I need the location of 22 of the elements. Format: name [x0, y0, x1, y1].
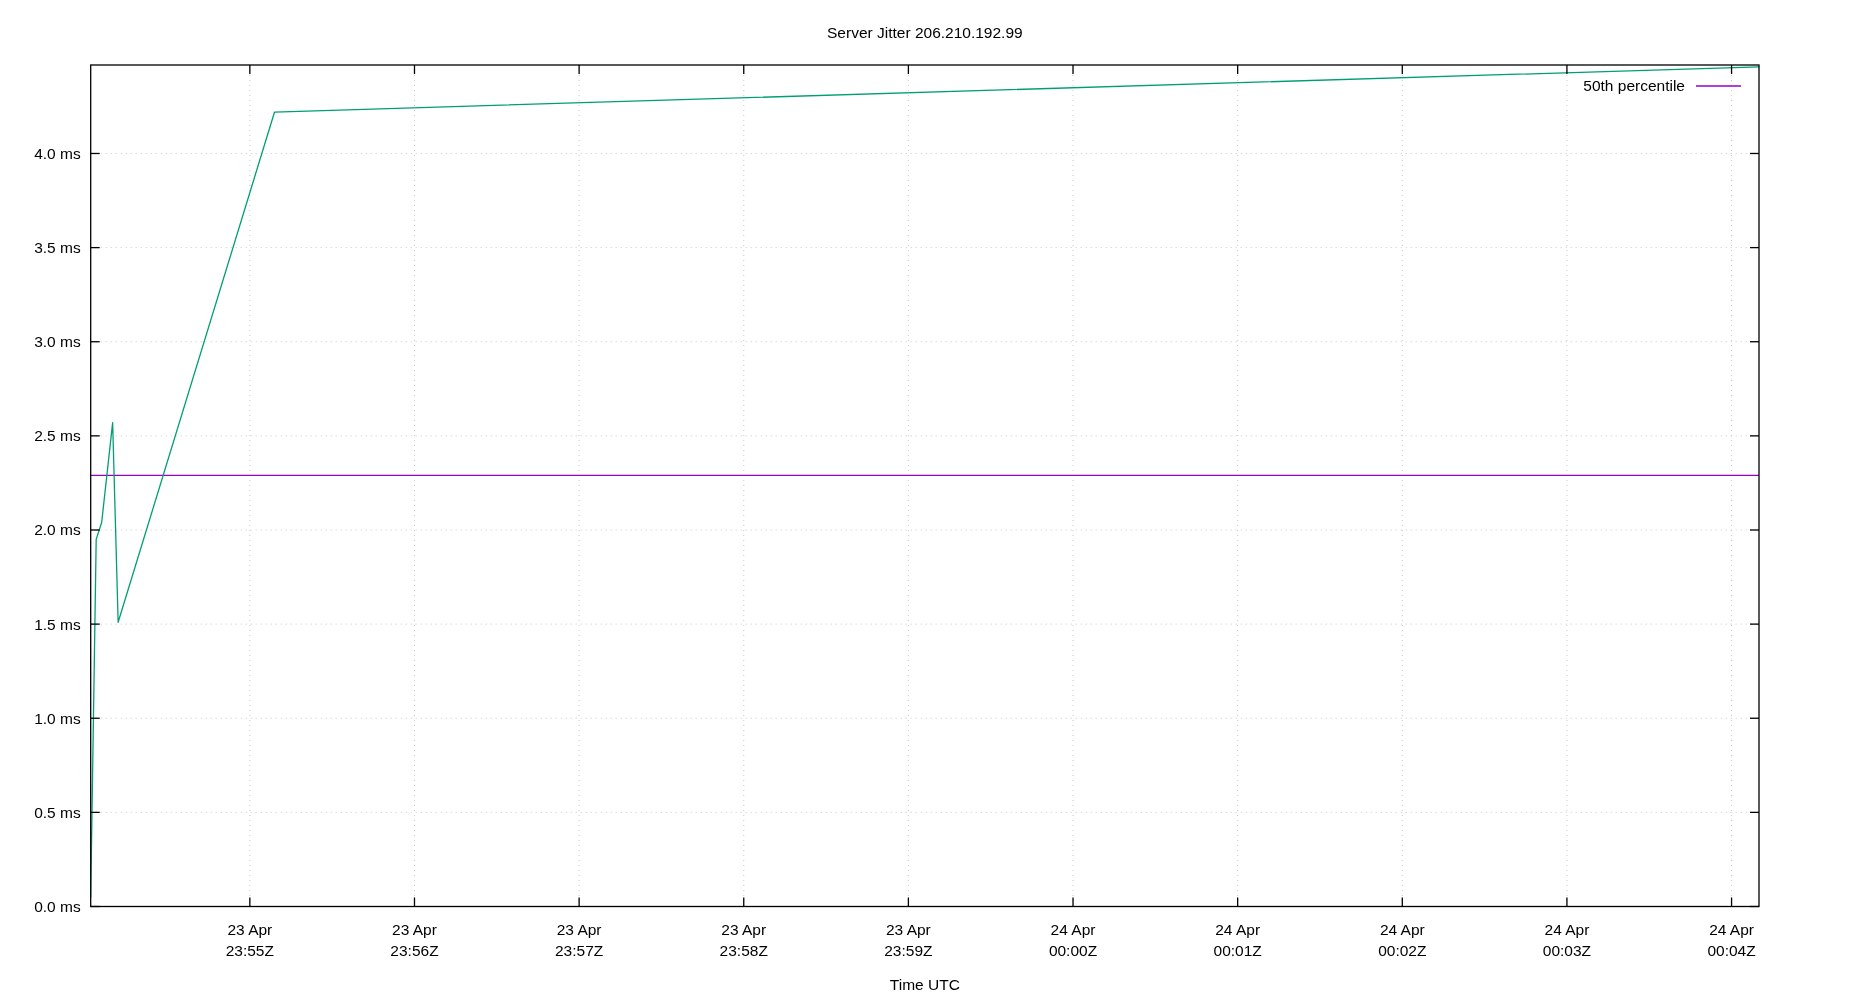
- x-tick-label: 23 Apr 23:56Z: [390, 920, 439, 959]
- y-tick-label: 0.0 ms: [34, 897, 81, 915]
- x-tick-label: 24 Apr 00:00Z: [1048, 920, 1098, 959]
- y-tick-label: 4.0 ms: [34, 144, 81, 162]
- y-tick-label: 3.5 ms: [34, 239, 81, 257]
- y-tick-label: 3.0 ms: [34, 333, 81, 351]
- x-tick-label: 23 Apr 23:59Z: [884, 920, 933, 959]
- y-tick-label: 2.0 ms: [34, 521, 81, 539]
- y-tick-label: 1.0 ms: [34, 709, 81, 727]
- x-tick-label: 24 Apr 00:01Z: [1213, 920, 1262, 959]
- y-tick-label: 2.5 ms: [34, 427, 81, 445]
- x-axis-title: Time UTC: [889, 976, 960, 993]
- chart-title: Server Jitter 206.210.192.99: [827, 24, 1023, 41]
- x-tick-label: 24 Apr 00:02Z: [1378, 920, 1427, 959]
- y-tick-label: 0.5 ms: [34, 803, 81, 821]
- x-tick-label: 24 Apr 00:04Z: [1707, 920, 1756, 959]
- x-tick-label: 23 Apr 23:55Z: [225, 920, 274, 959]
- x-tick-label: 23 Apr 23:57Z: [554, 920, 604, 959]
- x-tick-label: 23 Apr 23:58Z: [719, 920, 768, 959]
- y-tick-label: 1.5 ms: [34, 615, 81, 633]
- legend-label: 50th percentile: [1583, 77, 1685, 95]
- x-tick-label: 24 Apr 00:03Z: [1542, 920, 1592, 959]
